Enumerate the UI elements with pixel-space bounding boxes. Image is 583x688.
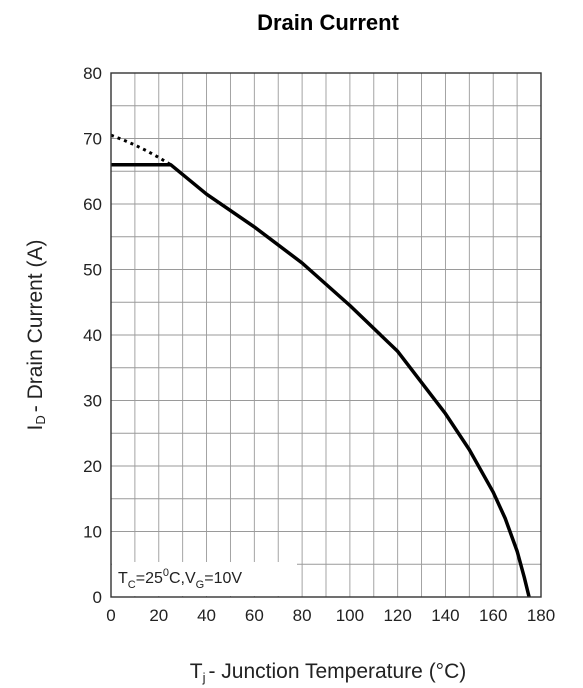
y-axis-label: ID- Drain Current (A)	[24, 240, 48, 431]
annotation-background	[112, 562, 297, 596]
x-tick-label: 120	[383, 606, 411, 625]
x-tick-label: 80	[293, 606, 312, 625]
y-tick-label: 20	[83, 457, 102, 476]
y-tick-label: 40	[83, 326, 102, 345]
chart-title: Drain Current	[257, 10, 399, 35]
tick-labels: 0 20 40 60 80 100 120 140 160 180 0 10 20 30 40 50 60 70 8…	[83, 64, 555, 625]
test-conditions-annotation: TC=250C,VG=10V	[118, 567, 242, 591]
x-tick-label: 180	[527, 606, 555, 625]
x-tick-label: 20	[149, 606, 168, 625]
x-tick-label: 140	[431, 606, 459, 625]
x-tick-label: 160	[479, 606, 507, 625]
series-lines	[110, 133, 531, 598]
y-tick-label: 0	[93, 588, 102, 607]
y-tick-label: 60	[83, 195, 102, 214]
x-axis-label: Tj - Junction Temperature (°C)	[190, 660, 467, 685]
x-tick-label: 0	[106, 606, 115, 625]
grid	[111, 73, 541, 597]
y-tick-label: 80	[83, 64, 102, 83]
plot-frame	[110, 72, 542, 598]
x-tick-label: 40	[197, 606, 216, 625]
extrapolated-current-line	[110, 133, 172, 166]
y-tick-label: 10	[83, 523, 102, 542]
y-tick-label: 30	[83, 392, 102, 411]
x-tick-label: 60	[245, 606, 264, 625]
y-tick-label: 50	[83, 261, 102, 280]
x-tick-label: 100	[336, 606, 364, 625]
drain-current-line	[111, 162, 531, 598]
y-tick-label: 70	[83, 130, 102, 149]
